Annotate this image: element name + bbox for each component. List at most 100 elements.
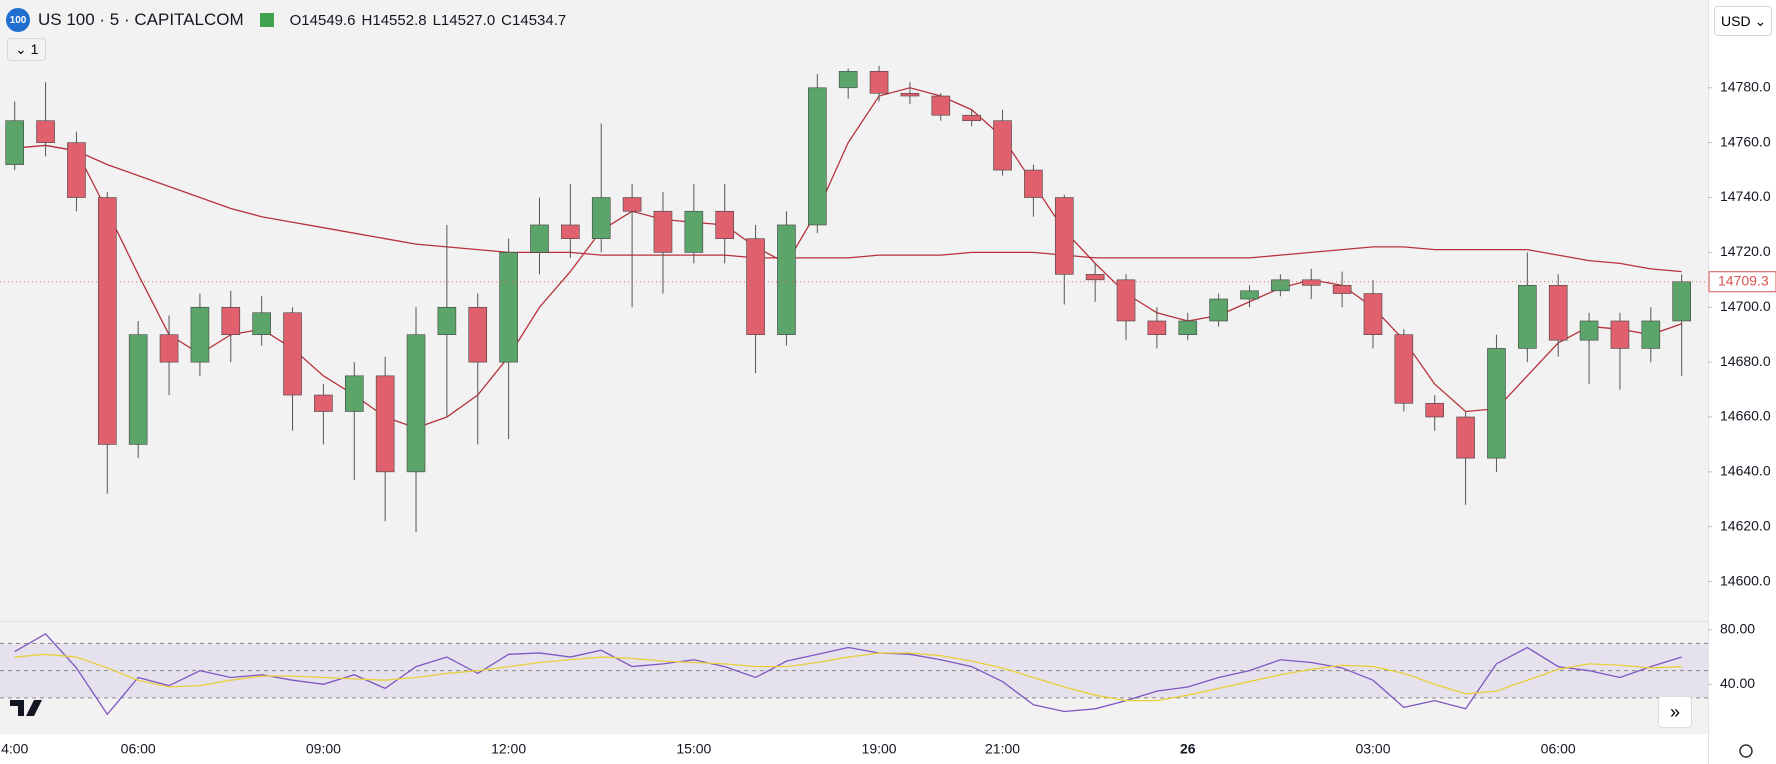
candle-body (437, 306, 457, 335)
scroll-right-button[interactable]: » (1658, 696, 1692, 728)
candle-body (838, 71, 858, 89)
y-tick-label: 80.00 (1720, 621, 1755, 637)
candle-body (1301, 279, 1321, 286)
candle-body (808, 87, 827, 226)
y-tick-label: 14700.0 (1720, 298, 1771, 314)
candle-body (375, 375, 395, 473)
x-tick-label: 15:00 (676, 741, 711, 757)
y-tick-label: 14680.0 (1720, 353, 1771, 369)
symbol-badge[interactable]: 100 (6, 8, 30, 32)
y-tick-label: 14640.0 (1720, 463, 1771, 479)
candle-body (5, 120, 24, 165)
last-price-box (1708, 271, 1776, 293)
x-tick-label: 19:00 (862, 741, 897, 757)
tv-logo (10, 700, 42, 716)
currency: USD (1721, 13, 1751, 29)
candle-body (746, 238, 765, 335)
x-tick-label: 26 (1180, 741, 1196, 757)
candle-body (1024, 169, 1043, 198)
y-tick-label: 14660.0 (1720, 408, 1771, 424)
rsi-line (14, 652, 1682, 702)
candle-body (1147, 320, 1167, 335)
candle-body (1209, 298, 1228, 322)
rsi-band (0, 643, 1708, 698)
candle-body (1394, 334, 1414, 404)
symbol-title[interactable]: US 100 · 5 · CAPITALCOM (38, 10, 244, 29)
x-tick-label: 12:00 (491, 741, 526, 757)
x-tick-label: 09:00 (306, 741, 341, 757)
market-status (259, 13, 274, 27)
candle-body (159, 334, 179, 363)
candle-body (1672, 281, 1691, 322)
candle-body (1054, 197, 1074, 275)
candle-body (252, 312, 271, 335)
x-tick-label: 21:00 (985, 741, 1020, 757)
candle-body (1178, 320, 1198, 335)
settings-icon (1739, 744, 1753, 758)
candle-body (1363, 293, 1383, 335)
y-tick-label: 14620.0 (1720, 517, 1771, 533)
x-tick-label: 06:00 (1541, 741, 1576, 757)
rsi-line (14, 633, 1682, 716)
candle-body (931, 95, 951, 116)
x-tick-label: 03:00 (1355, 741, 1390, 757)
ohlc-close: C14534.7 (501, 12, 567, 29)
candle-body (1332, 285, 1352, 294)
y-tick-label: 14720.0 (1720, 243, 1771, 259)
ohlc-legend: O14549.6 H14552.8 L14527.0 C14534.7 (290, 10, 573, 30)
candle-body (1085, 274, 1105, 281)
candle-body (1518, 285, 1537, 349)
candle-body (962, 114, 981, 122)
ohlc-open: O14549.6 (289, 12, 356, 29)
candle-body (36, 120, 55, 143)
ohlc-low: L14527.0 (432, 12, 496, 29)
candle-body (1240, 290, 1259, 300)
candle-body (530, 224, 549, 253)
candle-body (1579, 320, 1599, 341)
candle-body (1271, 279, 1290, 292)
candle-body (1548, 285, 1568, 341)
candle-body (98, 197, 117, 445)
candle-body (591, 197, 611, 239)
y-tick-label: 14740.0 (1720, 188, 1771, 204)
candle-body (468, 306, 488, 363)
indicator-toggle[interactable]: ⌄ 1 (7, 38, 47, 61)
currency-select[interactable]: USD ⌄ (1714, 6, 1772, 36)
candle-body (221, 306, 241, 335)
candle-body (344, 375, 364, 412)
header: 100 US 100 · 5 · CAPITALCOM O14549.6 H145… (6, 8, 572, 32)
candle-body (1487, 348, 1506, 459)
y-tick-label: 14760.0 (1720, 133, 1771, 149)
x-tick-label: 06:00 (121, 741, 156, 757)
candle-body (499, 252, 518, 363)
candle-body (1641, 320, 1661, 349)
candle-body (561, 224, 580, 239)
candle-body (993, 120, 1012, 171)
candle-body (653, 210, 673, 253)
candle-body (1610, 320, 1630, 349)
candle-body (684, 210, 704, 253)
price-axis-bg (1708, 0, 1776, 764)
candle-body (406, 334, 426, 473)
candle-body (67, 142, 86, 198)
candle-body (190, 306, 210, 363)
candle-body (777, 224, 796, 335)
candle-body (314, 394, 333, 412)
candle-body (128, 334, 148, 445)
candle-body (1425, 402, 1445, 418)
candle-body (900, 92, 920, 97)
candle-body (1116, 279, 1136, 322)
indicator-count: 1 (30, 41, 39, 57)
candle-body (715, 210, 735, 239)
last-price-label: 14709.3 (1718, 272, 1769, 288)
moving-average (14, 144, 1682, 273)
y-tick-label: 14780.0 (1720, 78, 1771, 94)
time-axis-bg (0, 734, 1776, 764)
candle-body (1456, 416, 1475, 459)
x-tick-label: 4:00 (1, 741, 28, 757)
candle-body (869, 71, 889, 94)
ohlc-high: H14552.8 (361, 12, 427, 29)
candle-body (283, 312, 302, 396)
